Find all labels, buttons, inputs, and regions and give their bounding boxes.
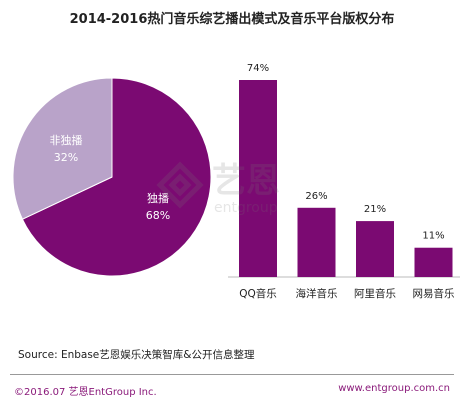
bar [414, 247, 453, 277]
pie-slice [21, 77, 212, 277]
bar-category-label: 网易音乐 [413, 287, 455, 300]
bar [356, 221, 394, 277]
pie-chart: 独播 68% 非独播 32% [12, 77, 212, 277]
bar [297, 207, 336, 277]
bar-category-label: 阿里音乐 [354, 287, 396, 300]
bar-chart: 74% QQ音乐 26% 海洋音乐 21% 阿里音乐 11% 网易音乐 [228, 63, 460, 300]
pie-slice-value-label: 32% [54, 151, 78, 164]
footer-divider [10, 374, 454, 375]
pie-slice-label: 非独播 [50, 133, 83, 147]
pie-slice-value-label: 68% [146, 209, 170, 222]
pie-slice-label: 独播 [147, 191, 169, 205]
bar-value-label: 26% [305, 191, 327, 202]
chart-title: 2014-2016热门音乐综艺播出模式及音乐平台版权分布 [69, 12, 395, 27]
bar [239, 80, 277, 277]
source-note: Source: Enbase艺恩娱乐决策智库&公开信息整理 [18, 349, 255, 361]
bar-value-label: 74% [247, 63, 269, 74]
watermark-sub-text: entgroup [214, 200, 278, 216]
footer-website: www.entgroup.com.cn [338, 383, 450, 394]
bar-value-label: 21% [364, 204, 386, 215]
watermark-logo-text: 艺恩 [212, 161, 280, 201]
bar-value-label: 11% [422, 231, 444, 242]
footer-copyright: ©2016.07 艺恩EntGroup Inc. [14, 387, 157, 398]
bar-category-label: QQ音乐 [239, 287, 277, 300]
pie-slice [12, 77, 113, 220]
entgroup-watermark-logo: 艺恩 entgroup [156, 161, 280, 216]
bar-category-label: 海洋音乐 [296, 287, 338, 300]
